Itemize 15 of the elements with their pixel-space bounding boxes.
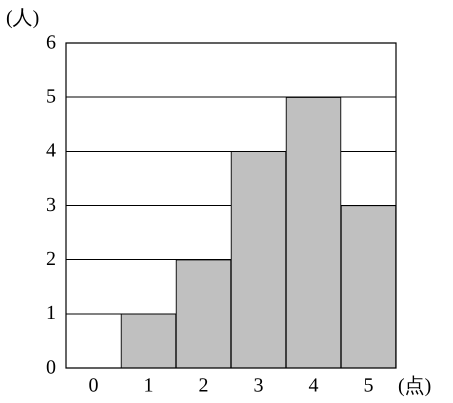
y-tick-label: 3 xyxy=(46,194,56,216)
x-tick-label: 4 xyxy=(308,374,318,396)
y-tick-label: 6 xyxy=(46,31,56,54)
y-tick-label: 4 xyxy=(46,140,56,162)
y-tick-label: 1 xyxy=(46,302,56,324)
x-tick-label: 3 xyxy=(254,374,264,396)
x-tick-label: 5 xyxy=(364,374,374,396)
x-tick-label: 2 xyxy=(198,374,208,396)
y-tick-label: 0 xyxy=(46,356,56,378)
x-axis-title: (点) xyxy=(398,374,432,399)
x-tick-label: 1 xyxy=(144,374,154,396)
y-tick-label: 5 xyxy=(46,85,56,108)
x-tick-label: 0 xyxy=(88,374,98,396)
y-axis-title: (人) xyxy=(6,6,40,31)
y-tick-label: 2 xyxy=(46,248,56,270)
